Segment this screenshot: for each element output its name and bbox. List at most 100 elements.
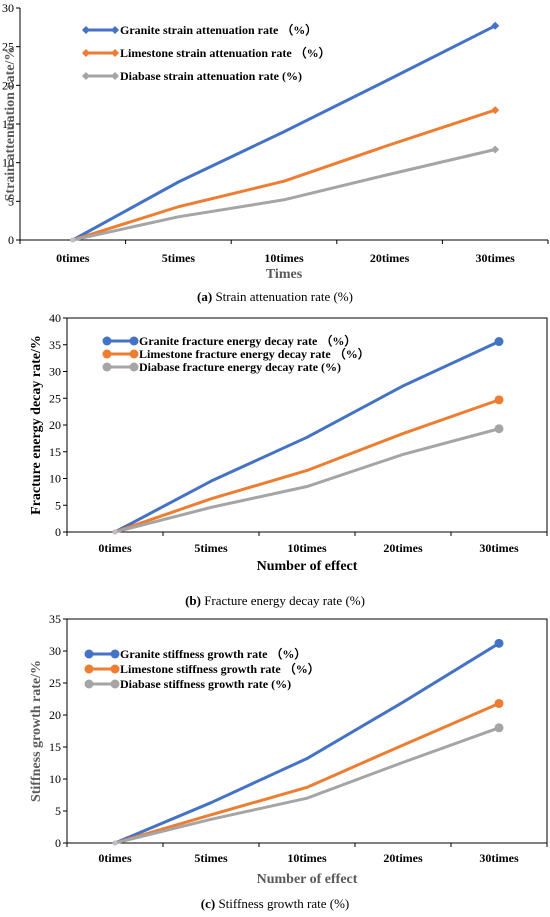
- legend-entry: Granite stiffness growth rate （%）: [84, 646, 306, 661]
- legend-marker: [129, 336, 139, 346]
- y-tick-label: 15: [49, 445, 61, 459]
- data-point: [112, 529, 118, 535]
- caption-text: Stiffness growth rate (%): [215, 896, 349, 911]
- x-tick-label: 0times: [56, 251, 90, 265]
- y-tick-label: 5: [55, 498, 61, 512]
- legend-entry: Diabase strain attenuation rate (%): [82, 69, 302, 83]
- x-tick-label: 20times: [383, 541, 423, 555]
- legend-entry: Limestone strain attenuation rate （%）: [82, 45, 331, 60]
- y-axis-title: Strain attenuation rate/%: [3, 47, 18, 202]
- y-tick-label: 0: [55, 836, 61, 850]
- data-point: [491, 106, 500, 115]
- series-line: [114, 340, 500, 534]
- data-point: [494, 395, 504, 405]
- data-point: [70, 237, 76, 243]
- legend-marker: [129, 362, 139, 372]
- x-tick-label: 5times: [194, 851, 228, 865]
- data-point: [494, 638, 504, 648]
- y-axis-title: Fracture energy decay rate/%: [29, 335, 44, 515]
- series-line: [114, 702, 500, 845]
- series-line: [114, 427, 500, 534]
- legend-marker: [110, 664, 120, 674]
- y-tick-label: 10: [49, 472, 61, 486]
- y-tick-label: 15: [49, 740, 61, 754]
- legend-label: Granite strain attenuation rate （%）: [120, 22, 317, 37]
- chart-panel-c: 0 5 10 15 20 25 30 35 0times 5times 10times 20times…: [29, 612, 548, 911]
- data-point: [491, 145, 500, 154]
- data-point: [494, 698, 504, 708]
- y-tick-label: 0: [8, 233, 14, 247]
- x-tick-label: 0times: [98, 851, 132, 865]
- legend-label: Limestone strain attenuation rate （%）: [120, 45, 331, 60]
- legend-entry: Limestone stiffness growth rate （%）: [84, 661, 320, 676]
- x-axis-title: Number of effect: [257, 559, 358, 574]
- x-tick-label: 30times: [479, 541, 519, 555]
- x-tick-label: 10times: [287, 851, 327, 865]
- y-tick-label: 35: [49, 612, 61, 626]
- x-tick-label: 10times: [287, 541, 327, 555]
- series-line: [114, 398, 500, 534]
- series-2: [70, 145, 500, 243]
- y-tick-label: 0: [55, 525, 61, 539]
- legend-marker: [129, 349, 139, 359]
- series-line: [114, 642, 500, 845]
- y-tick-label: 20: [2, 78, 14, 92]
- x-axis-title: Number of effect: [257, 872, 358, 887]
- x-tick-label: 20times: [383, 851, 423, 865]
- legend-label: Diabase strain attenuation rate (%): [120, 69, 302, 83]
- legend-marker: [82, 72, 90, 80]
- legend-marker: [111, 72, 119, 80]
- y-tick-label: 10: [49, 772, 61, 786]
- y-tick-label: 30: [2, 1, 14, 15]
- y-tick-label: 30: [49, 644, 61, 658]
- chart-panel-a: 0 5 10 15 20 25 30 0times 5times 10times 20times 30…: [2, 1, 549, 304]
- series-line: [72, 24, 496, 242]
- legend-marker: [82, 49, 90, 57]
- x-tick-label: 30times: [479, 851, 519, 865]
- x-tick-label: 5times: [194, 541, 228, 555]
- series-1: [70, 106, 500, 243]
- y-tick-label: 10: [2, 156, 14, 170]
- legend-entry: Diabase stiffness growth rate (%): [84, 677, 291, 691]
- legend-marker: [110, 649, 120, 659]
- data-point: [494, 424, 504, 434]
- legend-label: Granite stiffness growth rate （%）: [120, 646, 306, 661]
- x-tick-label: 30times: [476, 251, 516, 265]
- figure-caption: (a) Strain attenuation rate (%): [197, 289, 353, 304]
- y-tick-label: 30: [49, 365, 61, 379]
- legend-marker: [102, 349, 112, 359]
- legend-label: Limestone stiffness growth rate （%）: [120, 661, 320, 676]
- series-line: [72, 148, 496, 242]
- x-axis-title: Times: [266, 267, 303, 282]
- data-point: [112, 840, 118, 846]
- legend-marker: [110, 679, 120, 689]
- series-line: [72, 108, 496, 242]
- y-tick-label: 40: [49, 311, 61, 325]
- legend-marker: [84, 664, 94, 674]
- legend-marker: [102, 362, 112, 372]
- caption-label: (b): [185, 593, 201, 608]
- y-axis-title: Stiffness growth rate/%: [29, 660, 44, 802]
- legend-marker: [84, 649, 94, 659]
- legend-entry: Limestone fracture energy decay rate （%）: [102, 346, 370, 361]
- series-2: [112, 723, 504, 846]
- caption-text: Fracture energy decay rate (%): [201, 593, 365, 608]
- y-tick-label: 20: [49, 708, 61, 722]
- y-tick-label: 5: [55, 804, 61, 818]
- legend-entry: Granite strain attenuation rate （%）: [82, 22, 317, 37]
- y-tick-label: 25: [49, 676, 61, 690]
- series-1: [112, 698, 504, 846]
- legend-label: Granite fracture energy decay rate （%）: [139, 333, 356, 348]
- y-tick-label: 25: [49, 391, 61, 405]
- figure-caption: (b) Fracture energy decay rate (%): [185, 593, 365, 608]
- legend-entry: Granite fracture energy decay rate （%）: [102, 333, 356, 348]
- legend-marker: [82, 26, 90, 34]
- y-tick-label: 5: [8, 194, 14, 208]
- x-tick-label: 5times: [162, 251, 196, 265]
- y-tick-label: 20: [49, 418, 61, 432]
- figure-caption: (c) Stiffness growth rate (%): [201, 896, 350, 911]
- caption-label: (c): [201, 896, 215, 911]
- x-tick-label: 20times: [370, 251, 410, 265]
- caption-text: Strain attenuation rate (%): [212, 289, 353, 304]
